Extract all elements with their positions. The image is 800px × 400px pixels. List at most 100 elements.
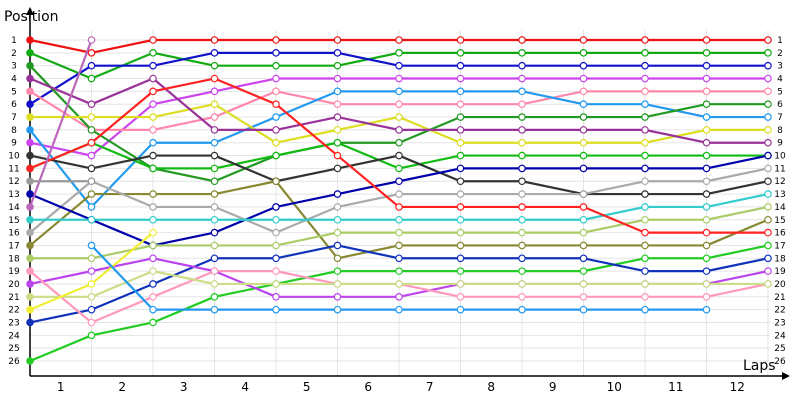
data-point [149, 318, 157, 327]
data-point [395, 87, 403, 96]
y-tick-label-left: 25 [8, 344, 19, 354]
data-point [518, 126, 526, 134]
data-point [26, 113, 34, 121]
y-tick-label-left: 5 [11, 87, 17, 97]
y-tick-label-right: 11 [774, 164, 785, 174]
data-point [149, 280, 157, 288]
data-point [26, 357, 34, 365]
data-point [333, 100, 342, 109]
data-point [395, 305, 403, 314]
data-point [87, 177, 96, 186]
data-point [579, 254, 588, 263]
data-point [764, 74, 772, 83]
data-point [149, 164, 157, 173]
data-point [87, 113, 96, 121]
x-tick-label: 7 [426, 380, 434, 394]
data-point [456, 87, 465, 96]
data-point [641, 190, 649, 198]
data-point [149, 241, 157, 250]
y-tick-label-right: 1 [777, 36, 783, 46]
data-point [26, 100, 34, 109]
data-point [26, 36, 34, 44]
data-point [272, 267, 280, 275]
data-point [87, 241, 96, 250]
data-point [333, 203, 342, 211]
data-point [641, 203, 649, 211]
x-tick-label: 6 [364, 380, 372, 394]
data-point [272, 126, 280, 134]
y-tick-label-right: 13 [774, 190, 785, 200]
data-point [764, 190, 772, 198]
y-tick-label-right: 22 [774, 306, 785, 316]
data-point [26, 177, 34, 186]
data-point [518, 164, 526, 173]
data-point [579, 36, 588, 44]
data-point [702, 241, 711, 250]
data-point [210, 61, 219, 70]
data-point [395, 203, 403, 211]
x-tick-label: 10 [607, 380, 622, 394]
data-point [26, 87, 34, 96]
x-ticks: 1 2 3 4 5 6 7 8 9 10 11 12 [57, 380, 745, 394]
y-tick-label-left: 11 [8, 164, 19, 174]
data-point [579, 74, 588, 83]
x-tick-label: 12 [730, 380, 745, 394]
data-point [702, 49, 711, 57]
y-tick-label-left: 14 [8, 203, 20, 213]
data-point [272, 100, 280, 109]
data-point [518, 305, 526, 314]
data-point [641, 177, 649, 186]
y-ticks-left: 1234567891011121314151617181920212223242… [8, 36, 20, 367]
data-point [764, 61, 772, 70]
data-point [518, 267, 526, 275]
data-point [456, 228, 465, 237]
data-point [641, 151, 649, 160]
data-point [456, 61, 465, 70]
y-tick-label-right: 9 [777, 139, 783, 149]
data-point [272, 280, 280, 288]
data-point [149, 228, 157, 237]
data-point [764, 164, 772, 173]
data-point [579, 138, 588, 147]
data-point [641, 280, 649, 288]
data-point [579, 190, 588, 198]
y-tick-label-left: 8 [11, 126, 17, 136]
data-point [641, 254, 649, 263]
data-point [579, 267, 588, 275]
data-point [149, 215, 157, 224]
data-point [518, 177, 526, 186]
y-tick-label-left: 15 [8, 216, 19, 226]
data-point [210, 241, 219, 250]
data-point [764, 203, 772, 211]
data-point [87, 331, 96, 340]
data-point [333, 164, 342, 173]
data-point [702, 36, 711, 44]
data-point [149, 151, 157, 160]
data-point [149, 138, 157, 147]
data-point [702, 126, 711, 134]
data-point [702, 164, 711, 173]
data-point [579, 100, 588, 109]
data-point [456, 305, 465, 314]
data-point [456, 151, 465, 160]
y-tick-label-left: 18 [8, 254, 20, 264]
data-point [149, 36, 157, 44]
data-point [518, 151, 526, 160]
data-point [395, 36, 403, 44]
data-point [764, 138, 772, 147]
data-point [702, 138, 711, 147]
data-point [764, 87, 772, 96]
data-point [87, 318, 96, 327]
data-point [518, 215, 526, 224]
data-point [26, 61, 34, 70]
data-point [272, 87, 280, 96]
data-point [210, 36, 219, 44]
data-point [702, 151, 711, 160]
y-tick-label-right: 3 [777, 62, 783, 72]
data-point [149, 100, 157, 109]
data-point [764, 113, 772, 121]
data-point [87, 280, 96, 288]
data-point [333, 280, 342, 288]
data-point [702, 61, 711, 70]
y-tick-label-left: 12 [8, 177, 19, 187]
